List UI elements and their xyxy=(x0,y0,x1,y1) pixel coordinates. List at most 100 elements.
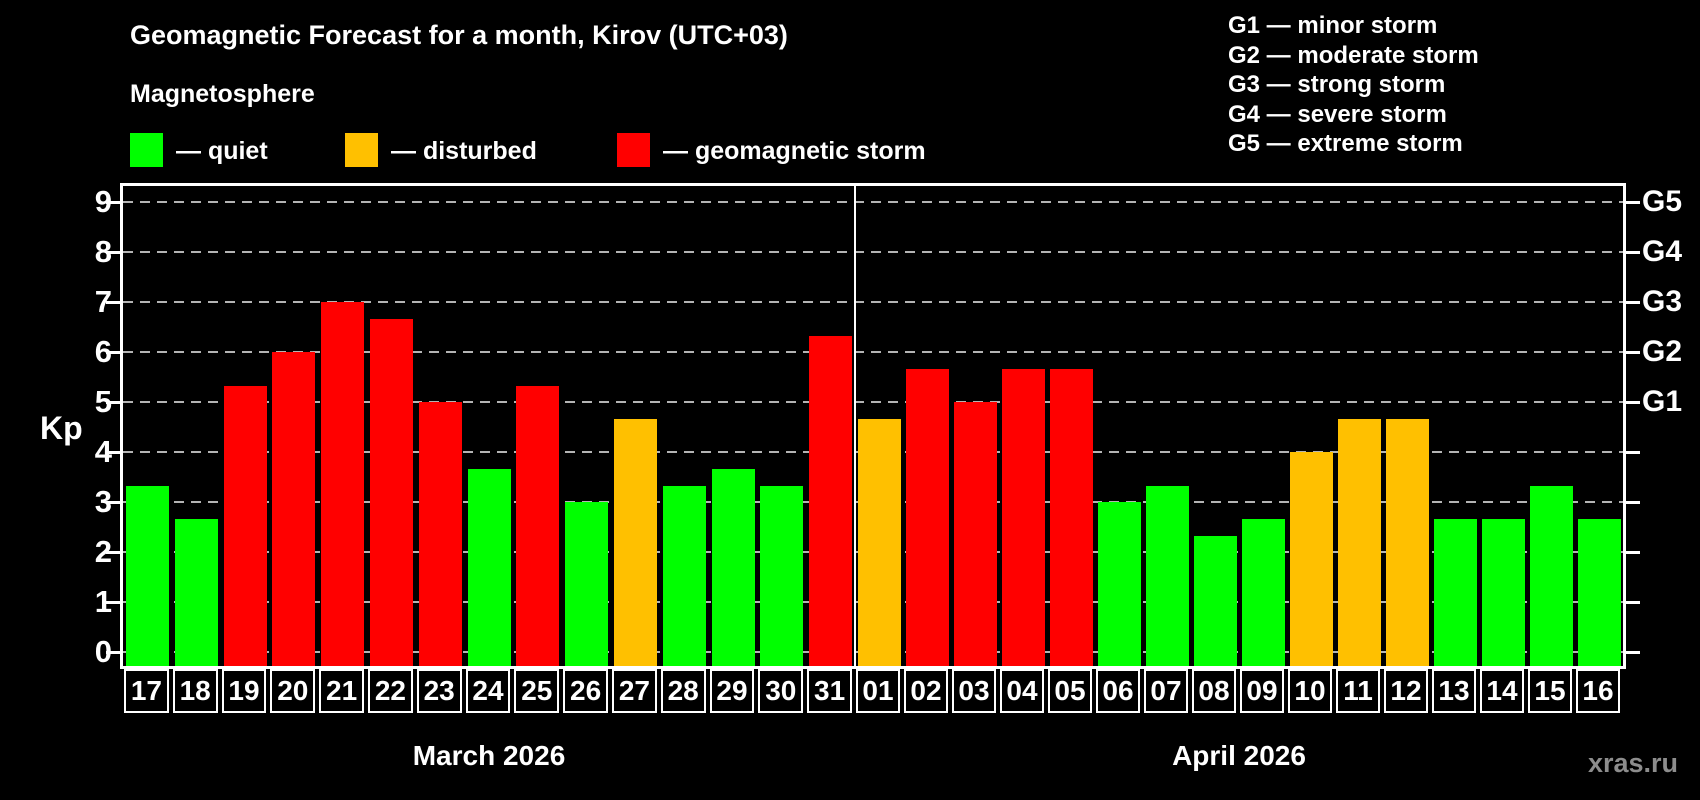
kp-bar xyxy=(711,468,755,666)
y-axis-tick-label: 5 xyxy=(94,384,112,419)
date-label: 14 xyxy=(1480,669,1524,713)
date-label: 27 xyxy=(612,669,657,713)
date-label: 13 xyxy=(1432,669,1476,713)
g-axis-tick xyxy=(1624,501,1640,504)
y-axis-label: Kp xyxy=(40,410,83,446)
g-axis-tick xyxy=(1624,201,1640,204)
y-axis-tick xyxy=(106,451,120,454)
kp-bar xyxy=(1385,418,1429,666)
date-label: 02 xyxy=(904,669,948,713)
kp-bar xyxy=(369,318,413,666)
g-axis-tick xyxy=(1624,451,1640,454)
kp-bar xyxy=(1241,518,1285,666)
gridline-kp-7 xyxy=(123,301,1623,303)
y-axis-tick xyxy=(106,251,120,254)
y-axis-tick-label: 1 xyxy=(94,584,112,619)
y-axis-tick xyxy=(106,401,120,404)
date-label: 17 xyxy=(124,669,169,713)
kp-bar xyxy=(174,518,218,666)
date-label: 04 xyxy=(1000,669,1044,713)
g-scale-tick-label: G1 xyxy=(1642,385,1683,418)
y-axis-tick xyxy=(106,201,120,204)
y-axis-tick-label: 6 xyxy=(94,334,112,369)
g-scale-tick-label: G3 xyxy=(1642,285,1683,318)
date-label: 11 xyxy=(1336,669,1380,713)
g-axis-tick xyxy=(1624,551,1640,554)
date-label: 23 xyxy=(416,669,462,713)
kp-bar xyxy=(223,385,267,666)
kp-bar xyxy=(613,418,657,666)
g-axis-tick xyxy=(1624,351,1640,354)
kp-bar xyxy=(1097,502,1141,666)
gridline-kp-9 xyxy=(123,201,1623,203)
y-axis-tick xyxy=(106,501,120,504)
y-axis-tick-label: 3 xyxy=(94,484,112,519)
kp-bar xyxy=(125,485,169,666)
month-label: April 2026 xyxy=(1172,740,1306,771)
g-legend-line: G2 — moderate storm xyxy=(1228,41,1479,69)
date-label: 05 xyxy=(1048,669,1092,713)
date-label: 01 xyxy=(856,669,900,713)
g-legend-line: G3 — strong storm xyxy=(1228,71,1446,99)
y-axis-tick-label: 2 xyxy=(94,534,112,569)
kp-bar xyxy=(1481,518,1525,666)
legend-label-quiet: — quiet xyxy=(176,137,268,165)
date-label: 21 xyxy=(319,669,364,713)
date-label: 09 xyxy=(1240,669,1284,713)
kp-bar xyxy=(1049,368,1093,666)
g-axis-tick xyxy=(1624,651,1640,654)
g-axis-tick xyxy=(1624,601,1640,604)
kp-bar xyxy=(1145,485,1189,666)
date-label: 15 xyxy=(1528,669,1572,713)
date-label: 20 xyxy=(270,669,316,713)
date-label: 07 xyxy=(1144,669,1188,713)
g-axis-tick xyxy=(1624,401,1640,404)
g-scale-tick-label: G2 xyxy=(1642,335,1683,368)
g-scale-legend: G1 — minor storm G2 — moderate storm G3 — … xyxy=(1228,11,1479,159)
date-label: 18 xyxy=(172,669,218,713)
date-label: 12 xyxy=(1384,669,1428,713)
kp-bar xyxy=(809,335,853,666)
y-axis-tick xyxy=(106,301,120,304)
kp-bar xyxy=(905,368,949,666)
date-label: 19 xyxy=(221,669,267,713)
date-label: 29 xyxy=(709,669,755,713)
y-axis-tick-label: 7 xyxy=(94,284,112,319)
kp-bar xyxy=(321,302,365,666)
kp-bar xyxy=(1337,418,1381,666)
kp-bar xyxy=(953,402,997,666)
g-legend-line: G5 — extreme storm xyxy=(1228,130,1463,158)
kp-bar xyxy=(516,385,560,666)
kp-bar xyxy=(1433,518,1477,666)
legend-label-disturbed: — disturbed xyxy=(391,137,537,165)
g-scale-tick-label: G5 xyxy=(1642,185,1683,218)
y-axis-tick-label: 4 xyxy=(94,434,112,469)
gridline-kp-5 xyxy=(123,401,1623,403)
date-label: 22 xyxy=(368,669,413,713)
y-axis-tick-label: 0 xyxy=(94,634,112,669)
date-label: 30 xyxy=(758,669,804,713)
date-label: 28 xyxy=(660,669,706,713)
g-legend-line: G4 — severe storm xyxy=(1228,100,1447,128)
y-axis-tick-label: 9 xyxy=(94,184,112,219)
kp-bar xyxy=(1529,485,1573,666)
kp-bar xyxy=(857,418,901,666)
magnetosphere-label: Magnetosphere xyxy=(130,80,315,108)
kp-bar xyxy=(418,402,462,666)
y-axis-tick xyxy=(106,351,120,354)
kp-bar xyxy=(467,468,511,666)
legend-swatch-quiet xyxy=(130,133,163,167)
kp-bar xyxy=(662,485,706,666)
kp-bar xyxy=(272,352,316,666)
date-label: 25 xyxy=(514,669,560,713)
kp-bar xyxy=(1289,452,1333,666)
y-axis-tick-label: 8 xyxy=(94,234,112,269)
y-axis-tick xyxy=(106,601,120,604)
g-legend-line: G1 — minor storm xyxy=(1228,12,1438,39)
date-label: 26 xyxy=(563,669,608,713)
date-label: 08 xyxy=(1192,669,1236,713)
g-scale-tick-label: G4 xyxy=(1642,235,1683,268)
date-label: 03 xyxy=(952,669,996,713)
date-label: 16 xyxy=(1576,669,1620,713)
